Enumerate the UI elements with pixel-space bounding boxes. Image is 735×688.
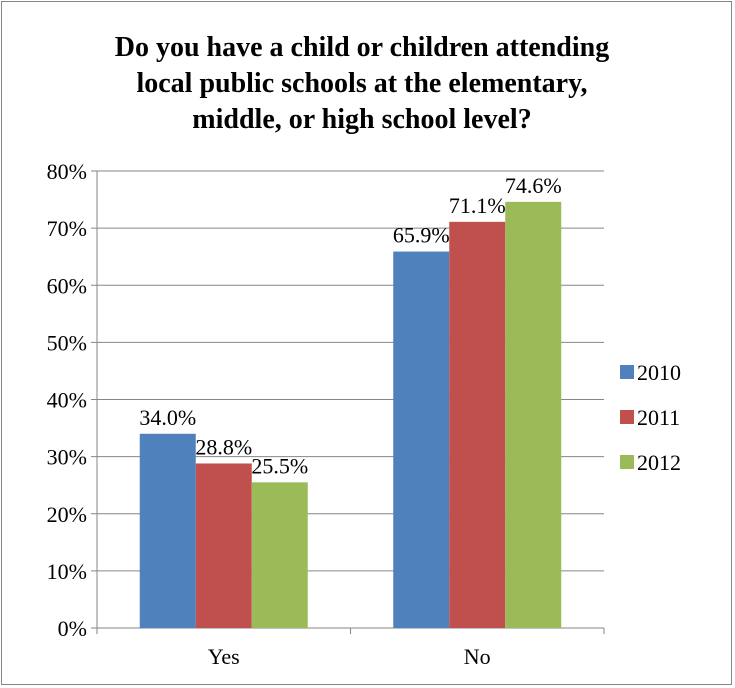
legend-swatch: [620, 365, 634, 379]
y-tick-label: 60%: [47, 273, 87, 298]
data-labels: 34.0% 28.8%25.5% 65.9% 71.1%74.6%: [139, 173, 561, 478]
y-tick-label: 30%: [47, 445, 87, 470]
y-tick-label: 50%: [47, 330, 87, 355]
legend-label: 2010: [637, 360, 681, 385]
data-label: 71.1%: [449, 193, 506, 218]
bar: [139, 433, 196, 628]
data-label: 34.0%: [139, 405, 196, 430]
legend-label: 2011: [637, 405, 680, 430]
bars: [139, 201, 562, 628]
legend: 2010 2011 2012: [620, 360, 681, 475]
bar: [449, 221, 506, 628]
y-tick-label: 20%: [47, 502, 87, 527]
data-label: 28.8%: [195, 434, 252, 459]
y-tick-label: 80%: [47, 159, 87, 184]
chart-title: Do you have a child or children attendin…: [115, 32, 609, 135]
bar: [393, 251, 450, 628]
x-tick-label: No: [464, 644, 491, 669]
legend-label: 2012: [637, 450, 681, 475]
data-label: 74.6%: [505, 173, 562, 198]
y-tick-label: 40%: [47, 388, 87, 413]
data-label: 25.5%: [251, 453, 308, 478]
y-axis-tick-labels: 0% 10% 20% 30% 40% 50% 60% 70% 80%: [47, 159, 87, 641]
chart-title-line-3: middle, or high school level?: [192, 104, 531, 135]
chart-title-line-2: local public schools at the elementary,: [136, 68, 587, 99]
bar: [195, 463, 252, 628]
y-tick-label: 10%: [47, 559, 87, 584]
bar: [251, 482, 308, 628]
y-tick-label: 0%: [58, 616, 87, 641]
x-axis-tick-labels: Yes No: [208, 644, 491, 669]
chart-title-line-1: Do you have a child or children attendin…: [115, 32, 609, 63]
y-tick-label: 70%: [47, 216, 87, 241]
data-label: 65.9%: [393, 223, 450, 248]
bar: [505, 201, 562, 628]
legend-swatch: [620, 455, 634, 469]
legend-swatch: [620, 410, 634, 424]
x-tick-label: Yes: [208, 644, 240, 669]
